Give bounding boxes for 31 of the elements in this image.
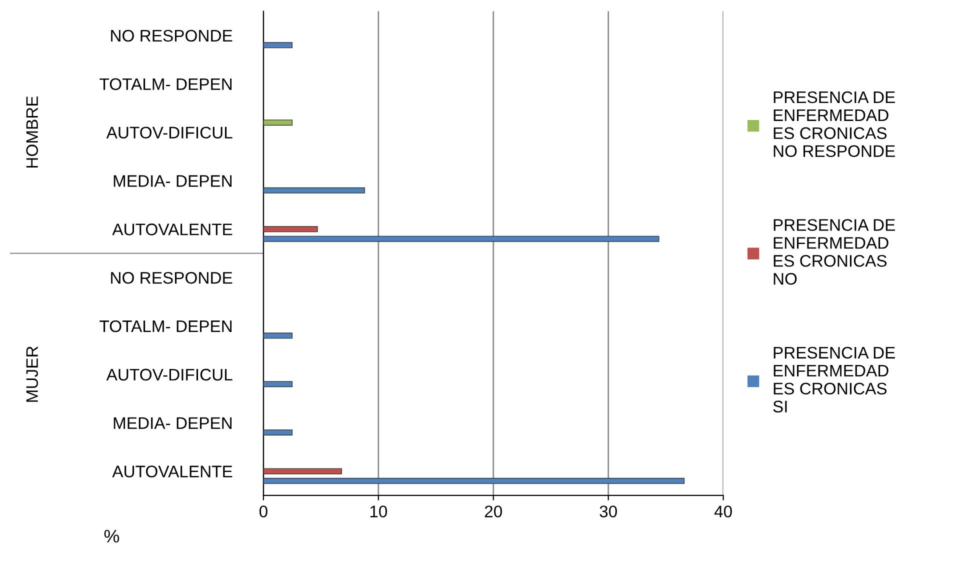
y-tick-label: TOTALM- DEPEN bbox=[100, 320, 232, 332]
bar bbox=[263, 187, 365, 194]
bar bbox=[263, 381, 293, 388]
bar bbox=[263, 468, 342, 474]
y-tick-label: NO RESPONDE bbox=[111, 272, 232, 284]
y-tick-label: AUTOVALENTE bbox=[112, 466, 232, 478]
y-tick-label: MEDIA- DEPEN bbox=[114, 417, 232, 429]
legend-label: PRESENCIA DE ENFERMEDAD ES CRONICAS NO bbox=[774, 219, 895, 285]
bar bbox=[263, 429, 293, 436]
text: MUJER bbox=[26, 346, 38, 402]
y-tick-label: NO RESPONDE bbox=[111, 30, 232, 42]
bar bbox=[263, 42, 293, 48]
x-tick-label: 20 bbox=[484, 506, 502, 518]
y-tick-label: AUTOVALENTE bbox=[112, 224, 232, 236]
bar bbox=[263, 478, 685, 484]
x-tick-label: 40 bbox=[714, 506, 732, 518]
x-tick-label: 0 bbox=[259, 506, 268, 518]
y-tick-label: MEDIA- DEPEN bbox=[114, 175, 232, 187]
x-tick-label: 30 bbox=[600, 506, 617, 518]
legend-label: PRESENCIA DE ENFERMEDAD ES CRONICAS NO RESPONDE bbox=[774, 91, 895, 158]
bar bbox=[263, 332, 293, 339]
y-tick-label: TOTALM- DEPEN bbox=[100, 78, 232, 90]
x-tick-label: 10 bbox=[370, 506, 388, 518]
y-tick-label: AUTOV-DIFICUL bbox=[106, 368, 232, 381]
bar bbox=[263, 226, 318, 232]
text: HOMBRE bbox=[26, 96, 38, 168]
legend-label: PRESENCIA DE ENFERMEDAD ES CRONICAS SI bbox=[773, 346, 895, 412]
bar bbox=[263, 120, 293, 126]
bar bbox=[263, 236, 660, 242]
x-axis-title: % bbox=[104, 530, 120, 543]
y-tick-label: AUTOV-DIFICUL bbox=[106, 126, 232, 139]
